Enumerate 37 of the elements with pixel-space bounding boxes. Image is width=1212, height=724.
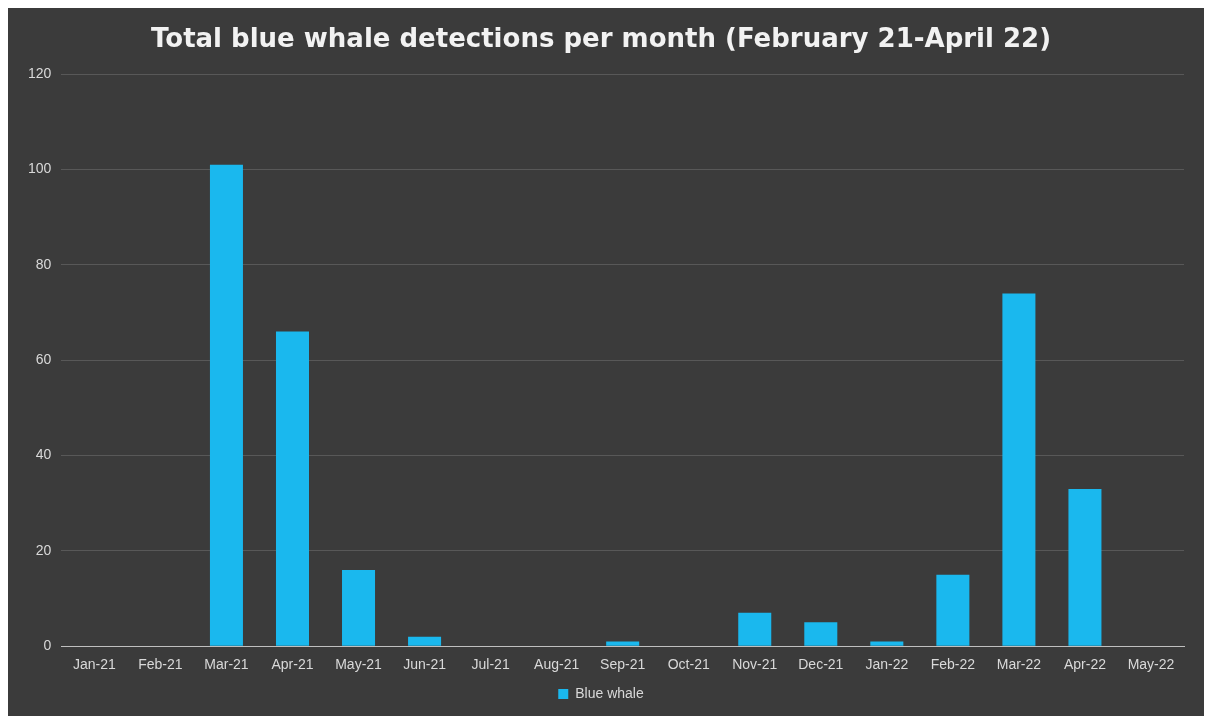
bar <box>408 636 442 646</box>
x-tick-label: May-22 <box>1127 656 1175 673</box>
bar <box>209 164 243 646</box>
bar <box>936 574 970 646</box>
y-tick-label: 60 <box>35 351 52 368</box>
x-tick-label: Jan-22 <box>865 656 909 673</box>
x-tick-label: Apr-21 <box>271 656 314 673</box>
bar <box>1068 488 1102 646</box>
bar <box>738 612 772 646</box>
x-tick-label: Jun-21 <box>403 656 447 673</box>
x-tick-label: Oct-21 <box>667 656 710 673</box>
x-tick-label: Jan-21 <box>72 656 116 673</box>
bar <box>342 569 376 646</box>
y-tick-label: 0 <box>43 637 52 654</box>
bar <box>606 641 640 646</box>
x-tick-label: Feb-21 <box>138 656 183 673</box>
x-tick-label: May-21 <box>335 656 383 673</box>
x-tick-label: Jul-21 <box>471 656 510 673</box>
y-tick-label: 40 <box>35 446 52 463</box>
x-tick-label: Aug-21 <box>534 656 580 673</box>
chart-title: Total blue whale detections per month (February 21-April 22) <box>150 23 1052 54</box>
x-tick-label: Feb-22 <box>930 656 976 673</box>
bar <box>1002 293 1036 646</box>
x-tick-label: Dec-21 <box>798 656 844 673</box>
x-tick-label: Mar-21 <box>204 656 249 673</box>
bar <box>870 641 904 646</box>
y-tick-label: 20 <box>35 541 52 558</box>
x-tick-label: Apr-22 <box>1063 656 1107 673</box>
x-tick-label: Mar-22 <box>996 656 1042 673</box>
x-tick-label: Sep-21 <box>600 656 646 673</box>
bar <box>275 331 309 646</box>
y-tick-label: 120 <box>28 65 52 82</box>
y-tick-label: 100 <box>28 160 52 177</box>
legend-label: Blue whale <box>575 684 644 701</box>
bar <box>804 622 838 646</box>
x-tick-label: Nov-21 <box>732 656 778 673</box>
y-tick-label: 80 <box>35 255 52 272</box>
